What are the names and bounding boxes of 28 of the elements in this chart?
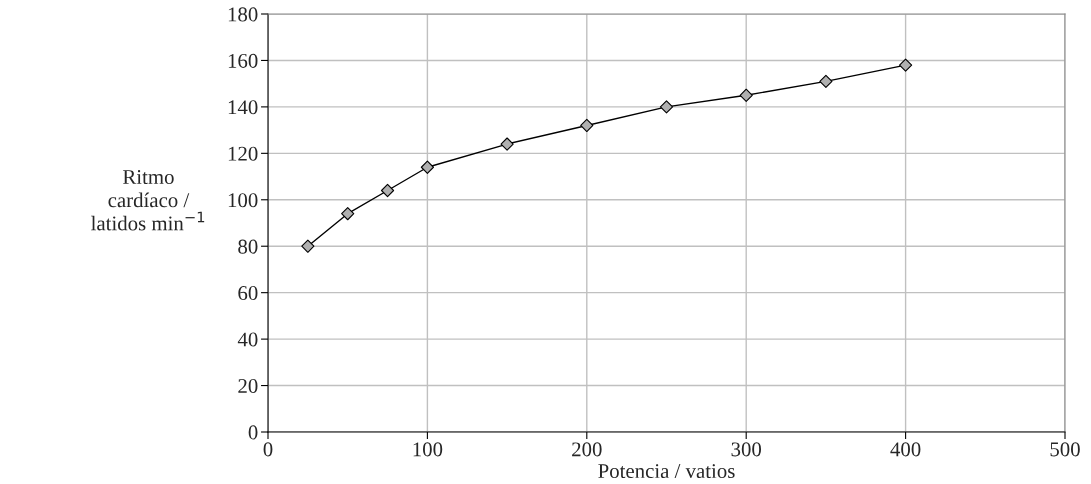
point	[500, 137, 514, 151]
point	[819, 74, 833, 88]
x-tick-label: 500	[1050, 442, 1080, 457]
y-axis-title: Ritmo cardíaco / latidos min$^{−1}$	[91, 170, 205, 231]
x-tick-label: 300	[731, 442, 762, 457]
x-tick-label: 400	[890, 442, 921, 457]
y-tick-label: 40	[237, 332, 258, 347]
point	[580, 118, 594, 133]
point	[739, 88, 753, 102]
point	[659, 100, 674, 114]
y-tick-label: 0	[248, 425, 258, 440]
point	[898, 58, 913, 72]
y-tick-label: 160	[228, 53, 258, 68]
y-tick-label: 80	[238, 239, 258, 254]
point	[341, 207, 355, 221]
x-tick-label: 0	[263, 442, 273, 457]
y-tick-label: 20	[238, 378, 258, 393]
y-tick-label: 60	[238, 286, 258, 301]
y-tick-label: 180	[228, 7, 258, 22]
point	[301, 239, 315, 253]
y-tick-label: 140	[228, 100, 258, 115]
point	[380, 183, 395, 198]
y-tick-label: 120	[228, 146, 258, 161]
x-tick-label: 200	[572, 442, 602, 457]
x-tick-label: 100	[413, 442, 443, 457]
x-axis-title: Potencia / vatios	[598, 464, 735, 479]
y-tick-label: 100	[228, 193, 258, 208]
point	[420, 160, 435, 174]
